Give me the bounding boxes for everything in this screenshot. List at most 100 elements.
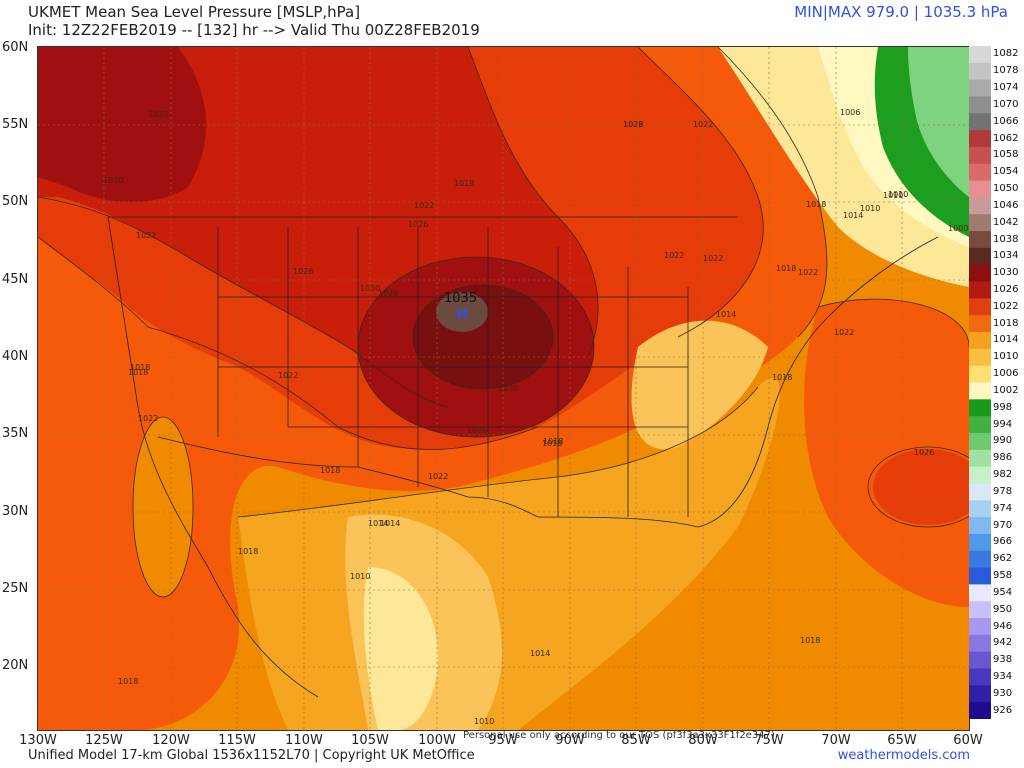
colorbar-swatch <box>969 517 991 535</box>
colorbar-level-label: 934 <box>993 670 1013 682</box>
isobar-label: 1026 <box>467 426 487 435</box>
colorbar-swatch <box>969 432 991 451</box>
colorbar-level-label: 994 <box>993 418 1013 430</box>
site-link[interactable]: weathermodels.com <box>837 748 970 763</box>
colorbar-swatch <box>969 79 991 97</box>
isobar-label: 1022 <box>428 472 448 481</box>
colorbar-level-label: 1042 <box>993 216 1019 228</box>
lat-label-30n: 30N <box>2 504 29 519</box>
isobar-label: 1018 <box>454 179 474 188</box>
pressure-zone-1022-atlantic <box>804 299 969 607</box>
isobar-label: 1010 <box>474 717 494 726</box>
pressure-map: 1030 1030 1022 1026 1026 1022 1018 1018 … <box>37 46 970 731</box>
isobar-label: 1018 <box>118 677 138 686</box>
colorbar-level-label: 1010 <box>993 351 1019 363</box>
pressure-zone-1006-inland <box>363 567 438 730</box>
colorbar-level-label: 998 <box>993 401 1013 413</box>
isobars <box>38 47 969 598</box>
colorbar-swatch <box>969 247 991 266</box>
lat-label-55n: 55N <box>2 117 29 132</box>
lon-label-115w: 115W <box>218 733 256 748</box>
colorbar-swatch <box>969 231 991 249</box>
lon-label-75w: 75W <box>754 733 784 748</box>
isobar-label: 1014 <box>380 519 400 528</box>
graticule <box>38 47 969 730</box>
isobar-label: 1030 <box>103 176 123 185</box>
isobar-label: 1022 <box>834 328 854 337</box>
init-valid-time: Init: 12Z22FEB2019 -- [132] hr --> Valid… <box>28 21 480 39</box>
colorbar-swatch <box>969 281 991 299</box>
lat-label-40n: 40N <box>2 349 29 364</box>
colorbar-level-label: 946 <box>993 620 1013 632</box>
colorbar-swatch <box>969 113 991 131</box>
lat-label-25n: 25N <box>2 581 29 596</box>
colorbar-level-label: 1022 <box>993 300 1019 312</box>
lon-label-60w: 60W <box>953 733 983 748</box>
colorbar-swatch <box>969 348 991 367</box>
colorbar-level-label: 942 <box>993 637 1013 649</box>
colorbar-level-label: 1002 <box>993 384 1019 396</box>
colorbar-level-label: 990 <box>993 435 1013 447</box>
isobar-label: 1010 <box>350 572 370 581</box>
isobar-label: 1022 <box>693 120 713 129</box>
isobar-label: 1022 <box>664 251 684 260</box>
lon-label-80w: 80W <box>688 733 718 748</box>
colorbar-swatch <box>969 315 991 333</box>
colorbar-swatch <box>969 46 991 64</box>
pressure-zone-1018-coastal <box>133 417 193 597</box>
isobar-label: 1018 <box>543 437 563 446</box>
colorbar-swatch <box>969 685 991 703</box>
colorbar-level-label: 958 <box>993 570 1013 581</box>
colorbar-swatch <box>969 214 991 232</box>
colorbar-swatch <box>969 180 991 198</box>
isobar-label: 1022 <box>138 414 158 423</box>
colorbar-level-label: 1050 <box>993 183 1019 194</box>
colorbar-level-label: 950 <box>993 603 1013 615</box>
lon-label-100w: 100W <box>418 733 456 748</box>
colorbar-level-label: 1058 <box>993 149 1019 161</box>
colorbar-swatch <box>969 483 991 501</box>
lon-label-105w: 105W <box>351 733 389 748</box>
colorbar-level-label: 1018 <box>993 317 1019 329</box>
colorbar-level-label: 1062 <box>993 132 1019 144</box>
colorbar-level-label: 974 <box>993 502 1013 514</box>
high-center-marker: H <box>456 307 468 323</box>
isobar-label: 1010 <box>883 191 903 200</box>
isobar-label: 1014 <box>368 519 388 528</box>
colorbar-swatch <box>969 365 991 383</box>
lon-label-125w: 125W <box>85 733 123 748</box>
isobar-label: 1000 <box>948 224 968 233</box>
isobar-label: 1018 <box>238 547 258 556</box>
colorbar-level-label: 1054 <box>993 166 1019 178</box>
colorbar-swatch <box>969 62 991 81</box>
colorbar-swatch <box>969 567 991 585</box>
isobar-label: 1030 <box>148 110 168 119</box>
colorbar-swatch <box>969 298 991 316</box>
colorbar-swatch <box>969 702 991 719</box>
colorbar-swatch <box>969 651 991 670</box>
colorbar-level-label: 1038 <box>993 233 1019 245</box>
lon-label-70w: 70W <box>821 733 851 748</box>
isobar-label: 1022 <box>703 254 723 263</box>
colorbar-swatch <box>969 146 991 165</box>
isobar-label: 1018 <box>800 636 820 645</box>
lat-label-45n: 45N <box>2 272 29 287</box>
lon-label-85w: 85W <box>621 733 651 748</box>
isobar-label: 1022 <box>414 201 434 210</box>
isobar-label: 1018 <box>772 373 792 382</box>
high-center-value: 1035 <box>444 291 477 306</box>
tos-watermark: Personal use only according to our TOS (… <box>463 730 775 741</box>
pressure-zone-1010-east <box>631 320 768 450</box>
isobar-label: 1030 <box>498 384 518 393</box>
colorbar-level-label: 1046 <box>993 199 1019 211</box>
colorbar-level-label: 978 <box>993 485 1013 497</box>
colorbar-swatch <box>969 382 991 400</box>
colorbar-swatch <box>969 96 991 114</box>
isobar-label: 1014 <box>716 310 736 319</box>
pressure-zone-1030-nw <box>38 47 207 202</box>
isobar-label: 1018 <box>542 439 562 448</box>
colorbar-swatch <box>969 584 991 602</box>
colorbar-level-label: 930 <box>993 687 1013 699</box>
isobar-label: 1026 <box>408 220 428 229</box>
isobar-label: 1010 <box>860 204 880 213</box>
